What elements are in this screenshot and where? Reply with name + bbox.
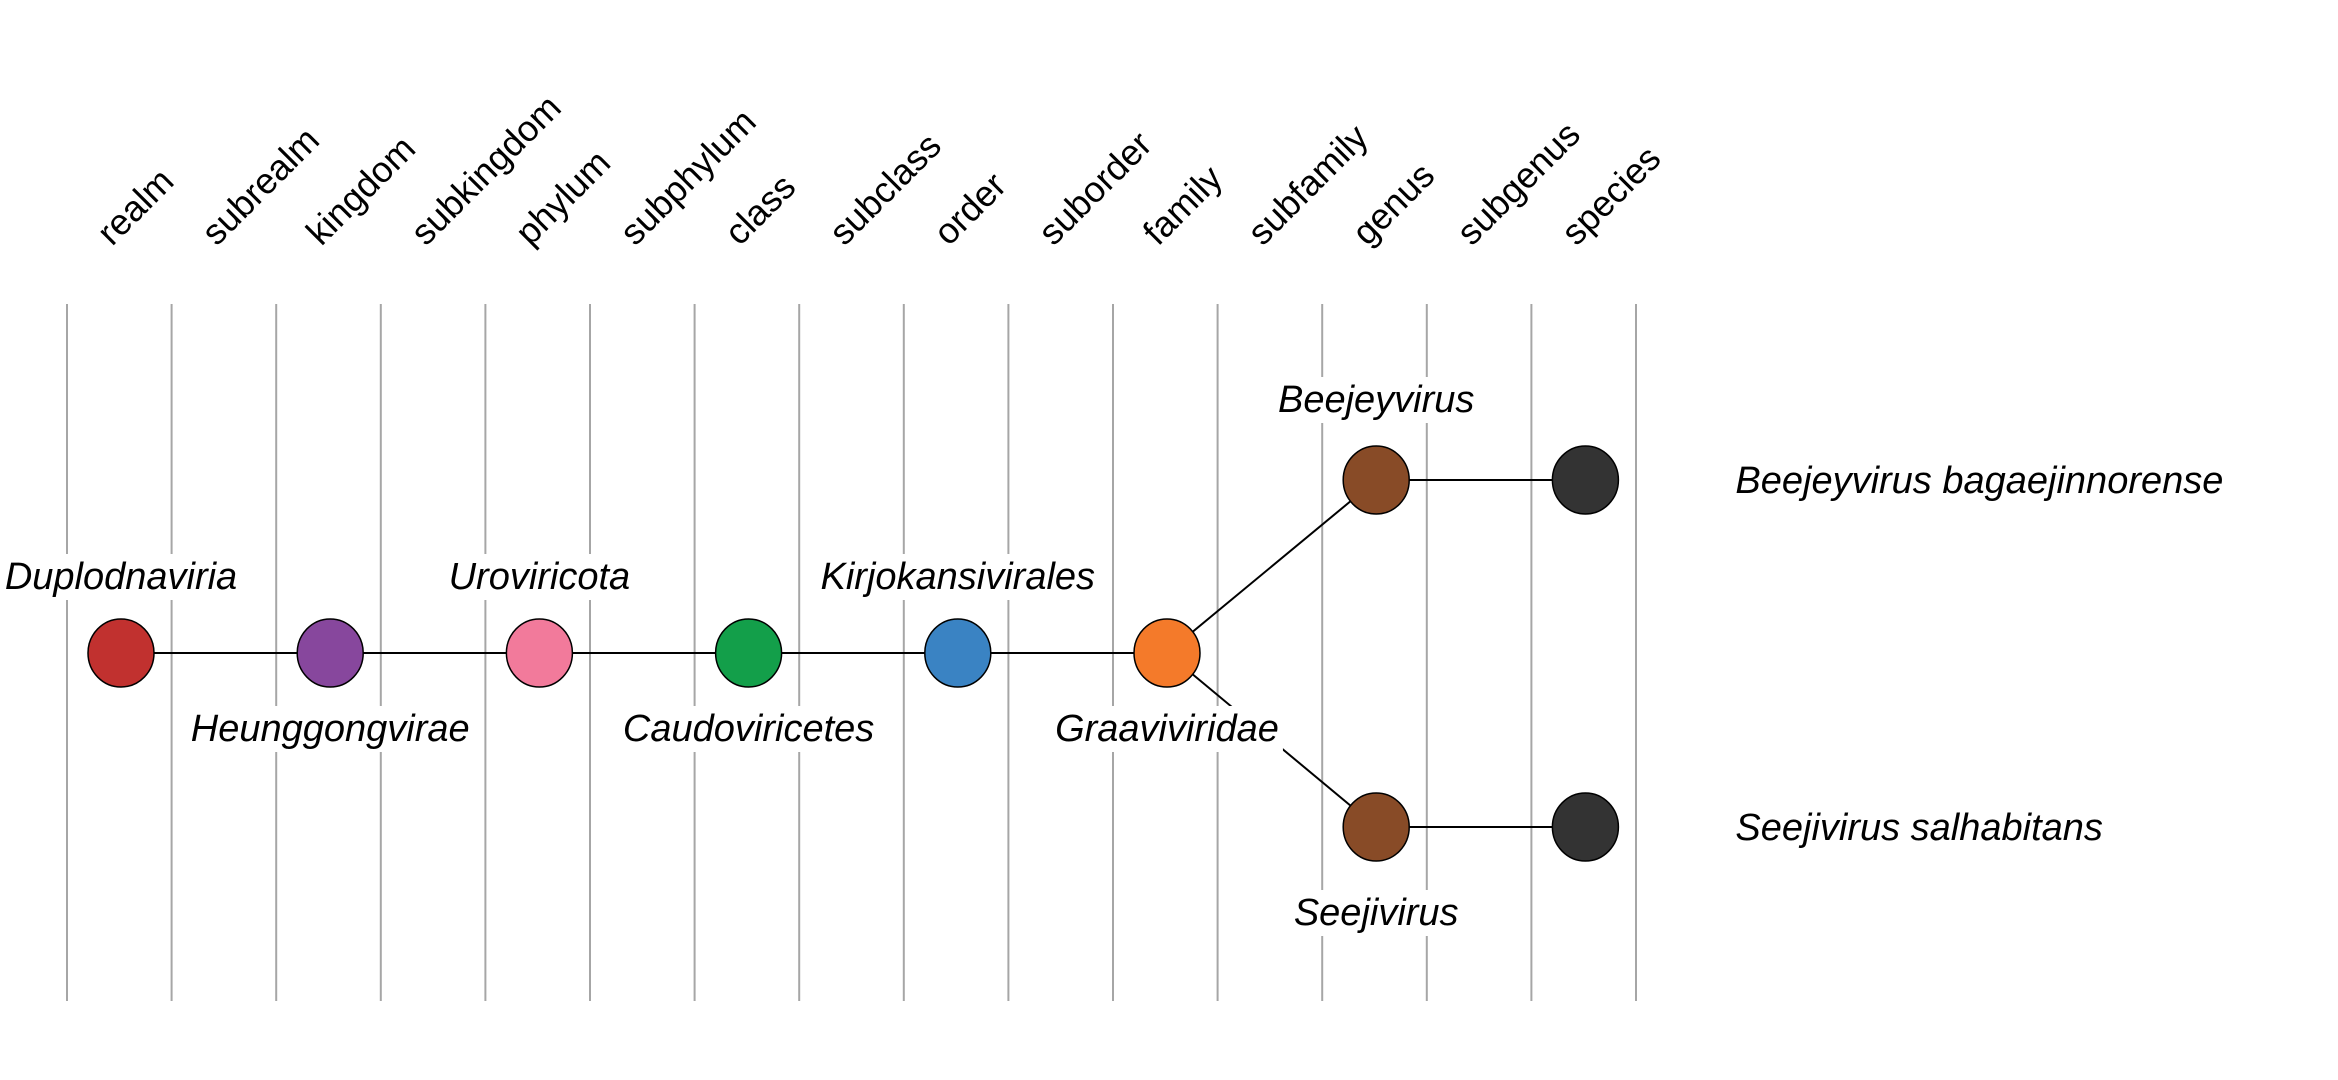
- node-uroviricota: [505, 618, 574, 688]
- node-seejivirus: [1342, 792, 1410, 862]
- edge-graaviviridae-beejeyvirus: [1166, 479, 1377, 654]
- node-beejeyvirus: [1342, 445, 1410, 515]
- node-caudoviricetes: [714, 618, 783, 688]
- taxon-label-background: [618, 706, 879, 752]
- rank-label-order: order: [925, 164, 1013, 252]
- taxon-label-background: [0, 554, 242, 600]
- rank-label-family: family: [1135, 157, 1230, 252]
- node-seejivirus-salhabitans: [1551, 792, 1620, 862]
- node-duplodnaviria: [87, 618, 155, 688]
- nodes: [87, 445, 1620, 862]
- rank-label-class: class: [716, 166, 803, 253]
- taxon-label-beejeyvirus: Beejeyvirus: [1278, 379, 1474, 421]
- rank-label-subclass: subclass: [821, 125, 949, 253]
- taxon-label-background: [1289, 890, 1463, 936]
- taxon-label-graaviviridae: Graaviviridae: [1055, 708, 1279, 750]
- taxon-label-background: [816, 554, 1100, 600]
- taxon-label-seejivirus: Seejivirus: [1294, 892, 1459, 934]
- taxon-label-uroviricota: Uroviricota: [449, 556, 631, 598]
- taxon-label-duplodnaviria: Duplodnaviria: [5, 556, 237, 598]
- node-beejeyvirus-bagaejinnorense: [1551, 445, 1620, 515]
- node-graaviviridae: [1133, 618, 1201, 688]
- taxon-label-heunggongvirae: Heunggongvirae: [191, 708, 470, 750]
- taxon-label-seejivirus-salhabitans: Seejivirus salhabitans: [1735, 807, 2103, 849]
- taxon-label-background: [186, 706, 474, 752]
- node-heunggongvirae: [296, 618, 364, 688]
- taxon-label-background: [1273, 377, 1479, 423]
- taxon-label-beejeyvirus-bagaejinnorense: Beejeyvirus bagaejinnorense: [1735, 460, 2223, 502]
- rank-label-genus: genus: [1344, 154, 1442, 252]
- taxon-label-background: [444, 554, 635, 600]
- node-kirjokansivirales: [924, 618, 992, 688]
- taxon-labels: Duplodnaviria Heunggongvirae Uroviricota Ca…: [0, 377, 2223, 936]
- taxon-label-caudoviricetes: Caudoviricetes: [623, 708, 874, 750]
- rank-labels: realm subrealmkingdomsubkingdomphylumsubp…: [89, 86, 1669, 252]
- taxon-label-background: [1051, 706, 1283, 752]
- rank-label-suborder: suborder: [1030, 123, 1159, 252]
- taxon-label-kirjokansivirales: Kirjokansivirales: [821, 556, 1096, 598]
- rank-label-realm: realm: [89, 160, 182, 253]
